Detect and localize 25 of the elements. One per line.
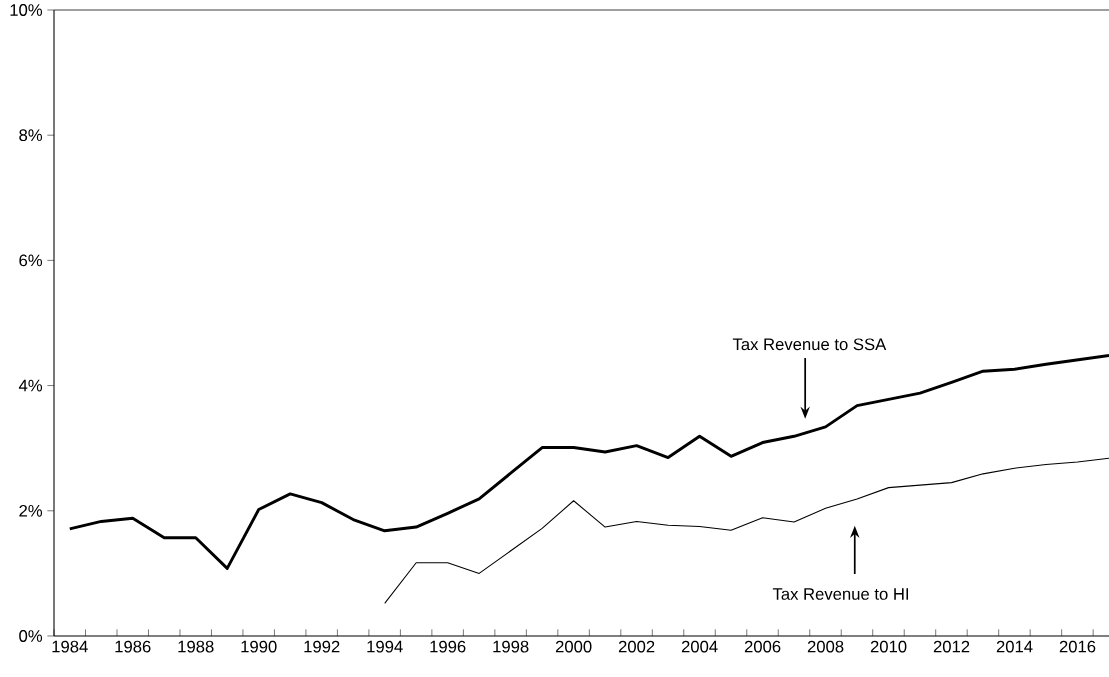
x-tick-label: 1984 (52, 640, 88, 653)
x-tick-label: 1998 (493, 640, 529, 653)
x-tick-label: 2008 (807, 640, 844, 653)
x-tick-label: 2016 (1059, 640, 1096, 653)
y-tick-label: 2% (19, 504, 43, 517)
y-tick-label: 4% (18, 379, 43, 392)
x-tick-label: 1992 (304, 640, 340, 653)
x-tick-label: 2006 (744, 640, 781, 653)
x-tick-label: 2010 (870, 640, 907, 653)
x-tick-label: 2014 (996, 640, 1033, 653)
x-tick-label: 1986 (115, 640, 151, 653)
annotation: Tax Revenue to HI (772, 588, 909, 600)
x-tick-label: 2002 (618, 640, 655, 653)
x-tick-label: 2004 (681, 640, 718, 653)
y-tick-label: 8% (19, 129, 43, 142)
x-tick-label: 1994 (367, 640, 403, 653)
x-tick-label: 2000 (555, 640, 592, 653)
y-tick-label: 0% (19, 630, 43, 642)
annotation: Tax Revenue to SSA (732, 338, 887, 351)
x-tick-label: 2012 (933, 640, 970, 653)
y-tick-label: 6% (19, 254, 43, 267)
x-tick-label: 1990 (241, 640, 277, 653)
x-tick-label: 1988 (178, 640, 214, 653)
x-tick-label: 1996 (430, 640, 466, 653)
y-tick-label: 10% (10, 4, 43, 16)
